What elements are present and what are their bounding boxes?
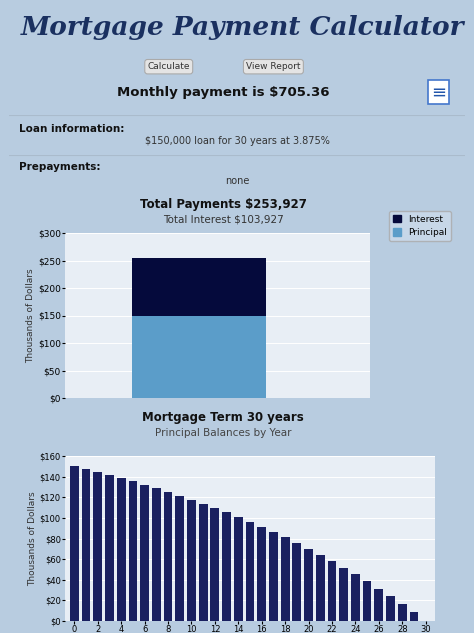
Bar: [398, 605, 407, 621]
Text: Prepayments:: Prepayments:: [18, 163, 100, 172]
Bar: [132, 315, 266, 398]
Bar: [257, 527, 266, 621]
Bar: [281, 537, 290, 621]
Text: Mortgage Term 30 years: Mortgage Term 30 years: [143, 411, 304, 424]
Bar: [351, 574, 360, 621]
Bar: [304, 549, 313, 621]
Bar: [210, 508, 219, 621]
Y-axis label: Thousands of Dollars: Thousands of Dollars: [26, 268, 35, 363]
Text: $150,000 loan for 30 years at 3.875%: $150,000 loan for 30 years at 3.875%: [145, 136, 329, 146]
Bar: [328, 561, 337, 621]
Bar: [363, 581, 372, 621]
Text: View Report: View Report: [246, 62, 301, 71]
Bar: [292, 543, 301, 621]
Bar: [117, 478, 126, 621]
Bar: [132, 258, 266, 315]
Bar: [105, 475, 114, 621]
Text: Monthly payment is $705.36: Monthly payment is $705.36: [117, 85, 329, 99]
Bar: [339, 568, 348, 621]
Text: Calculate: Calculate: [147, 62, 190, 71]
Bar: [152, 488, 161, 621]
Text: Total Interest $103,927: Total Interest $103,927: [163, 215, 284, 225]
Text: Mortgage Payment Calculator: Mortgage Payment Calculator: [21, 15, 465, 40]
Legend: Interest, Principal: Interest, Principal: [390, 211, 451, 241]
Bar: [269, 532, 278, 621]
Bar: [246, 522, 255, 621]
Bar: [199, 504, 208, 621]
Y-axis label: Thousands of Dollars: Thousands of Dollars: [28, 491, 37, 586]
Bar: [164, 492, 173, 621]
Bar: [140, 485, 149, 621]
Bar: [316, 555, 325, 621]
Text: ≡: ≡: [431, 83, 447, 101]
Bar: [410, 613, 419, 621]
Bar: [234, 517, 243, 621]
Bar: [70, 467, 79, 621]
Bar: [222, 513, 231, 621]
Text: none: none: [225, 177, 249, 187]
Bar: [187, 499, 196, 621]
Text: Loan information:: Loan information:: [18, 124, 124, 134]
Text: Total Payments $253,927: Total Payments $253,927: [140, 198, 307, 211]
Bar: [175, 496, 184, 621]
Bar: [374, 589, 383, 621]
Bar: [93, 472, 102, 621]
Bar: [386, 596, 395, 621]
Bar: [82, 469, 91, 621]
Text: Principal Balances by Year: Principal Balances by Year: [155, 429, 292, 438]
Bar: [128, 481, 137, 621]
